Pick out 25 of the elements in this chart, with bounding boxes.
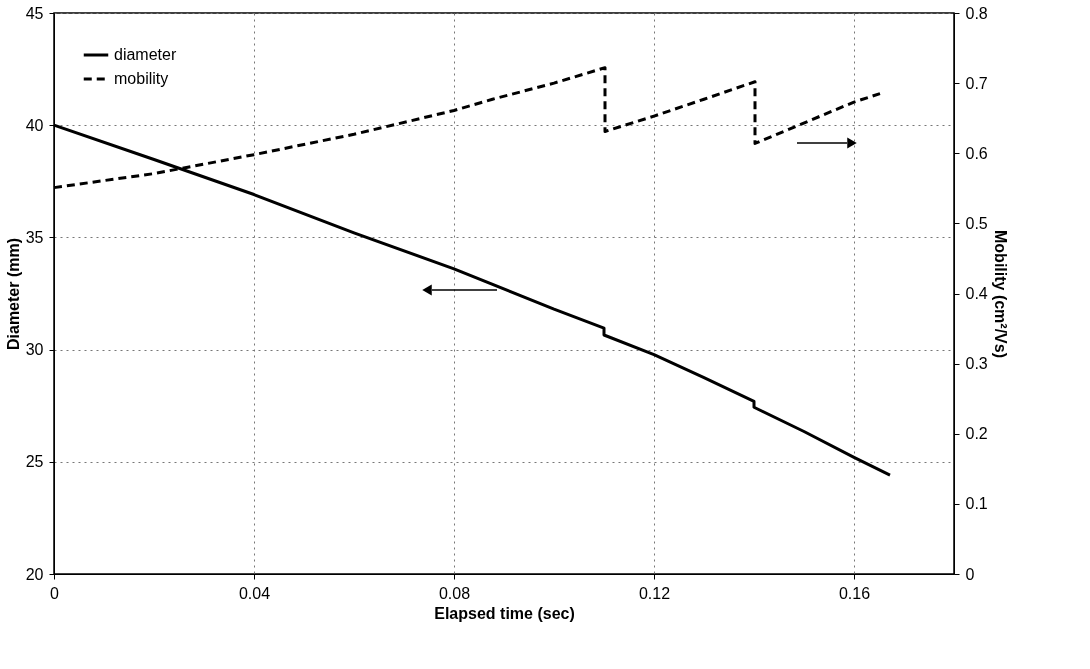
- y-tick-label: 20: [25, 565, 44, 583]
- y2-tick-label: 0: [965, 565, 975, 583]
- y-axis-title: Diameter (mm): [4, 237, 22, 351]
- x-tick-label: 0.16: [838, 584, 871, 602]
- legend-label: mobility: [114, 70, 169, 87]
- y-tick-label: 40: [25, 116, 44, 134]
- y2-tick-label: 0.3: [965, 355, 988, 373]
- y2-axis-title: Mobility (cm²/Vs): [991, 229, 1009, 359]
- y2-tick-label: 0.5: [965, 214, 988, 232]
- y-tick-label: 45: [25, 4, 44, 22]
- y2-tick-label: 0.4: [965, 285, 988, 302]
- x-tick-label: 0.12: [638, 584, 671, 602]
- x-tick-label: 0.08: [438, 584, 471, 602]
- x-axis-title: Elapsed time (sec): [434, 604, 575, 622]
- legend-label: diameter: [114, 46, 177, 63]
- x-tick-label: 0.04: [238, 584, 271, 602]
- y-tick-label: 35: [25, 228, 44, 246]
- y2-tick-label: 0.8: [965, 4, 988, 22]
- y2-tick-label: 0.7: [965, 74, 988, 92]
- y2-tick-label: 0.2: [965, 425, 988, 443]
- x-tick-label: 0: [50, 584, 60, 602]
- y2-tick-label: 0.1: [965, 495, 988, 513]
- y-tick-label: 25: [25, 453, 44, 471]
- y2-tick-label: 0.6: [965, 144, 988, 162]
- y-tick-label: 30: [25, 341, 44, 359]
